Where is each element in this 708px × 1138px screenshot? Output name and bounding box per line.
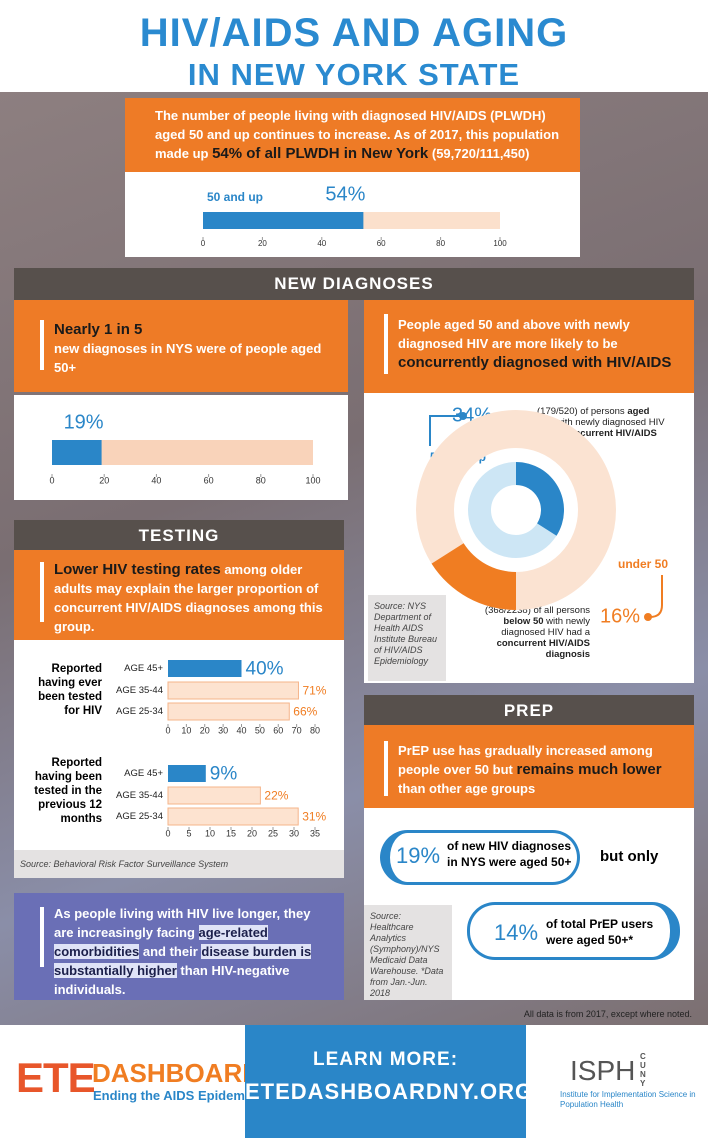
stat-highlight: Lower HIV testing rates <box>54 561 221 578</box>
stat-box: Lower HIV testing rates among older adul… <box>14 550 344 640</box>
group-label: Reported having ever been tested for HIV <box>38 663 102 717</box>
logo-tagline: Ending the AIDS Epidemic <box>93 1088 256 1103</box>
lead: Nearly 1 in 5 <box>54 321 143 338</box>
annotation-text: below 50 <box>503 616 544 627</box>
stat-pill <box>467 902 680 960</box>
stat-value: 19% <box>396 843 441 868</box>
logo-dashboard: DASHBOARD <box>92 1058 261 1088</box>
stat-text: of new HIV diagnoses in NYS were aged 50… <box>447 839 572 869</box>
chart-box <box>125 172 580 257</box>
stat-pill <box>380 830 580 885</box>
logo-isph: ISPH <box>570 1055 636 1086</box>
logo-cuny: CUNY <box>640 1052 646 1088</box>
intro-text: The number of people living with diagnos… <box>155 108 560 161</box>
text: than HIV-negative individuals. <box>54 963 290 997</box>
stat-text: than other age groups <box>398 781 536 796</box>
accent-bar <box>384 314 388 374</box>
header: HIV/AIDS AND AGING IN NEW YORK STATE <box>0 0 708 92</box>
annotation-text: concurrent HIV/AIDS diagnosis <box>496 638 590 660</box>
annotation-text: (368/2238) of all persons <box>484 605 590 616</box>
annotation-text: with newly diagnosed HIV had a <box>501 616 590 638</box>
subtitle: IN NEW YORK STATE <box>187 57 521 92</box>
intro-text: (59,720/111,450) <box>428 146 530 161</box>
source: Source: Behavioral Risk Factor Surveilla… <box>14 850 344 878</box>
text: and their <box>139 944 202 959</box>
source: Source: Healthcare Analytics (Symphony)/… <box>364 905 452 1000</box>
annotation-text: (179/520) of persons <box>537 406 628 417</box>
learn-more-block[interactable]: LEARN MORE: ETEDASHBOARDNY.ORG <box>245 1025 534 1138</box>
section-heading: NEW DIAGNOSES <box>14 268 694 300</box>
chart-box <box>14 395 348 500</box>
isph-name: Institute for Implementation Science in … <box>560 1090 696 1109</box>
logo-ete: ETE <box>16 1054 96 1101</box>
learn-more: LEARN MORE: <box>312 1049 459 1070</box>
text: As people living with HIV live longer, t… <box>54 906 311 940</box>
intro-box: The number of people living with diagnos… <box>125 98 580 172</box>
url[interactable]: ETEDASHBOARDNY.ORG <box>245 1079 534 1104</box>
stat-value: 14% <box>494 920 539 945</box>
stat-text: PrEP use has gradually increased among p… <box>398 743 653 777</box>
connector: but only <box>600 848 659 865</box>
accent-bar <box>40 907 44 967</box>
note: All data is from 2017, except where note… <box>523 1009 692 1019</box>
accent-bar <box>40 562 44 622</box>
accent-bar <box>40 320 44 370</box>
source: Source: NYS Department of Health AIDS In… <box>368 595 446 681</box>
stat-box: People aged 50 and above with newly diag… <box>364 300 694 393</box>
stat-box: PrEP use has gradually increased among p… <box>364 725 694 808</box>
section-heading: TESTING <box>14 520 344 550</box>
stat-text: People aged 50 and above with newly diag… <box>398 317 630 351</box>
stat-text: new diagnoses in NYS were of people aged… <box>54 341 322 375</box>
title: HIV/AIDS AND AGING <box>139 11 569 55</box>
annotation: (179/520) of persons aged 50+ with newly… <box>537 406 667 450</box>
stat-text: of total PrEP users were aged 50+* <box>546 917 654 947</box>
comorbidity-box: As people living with HIV live longer, t… <box>14 893 344 1000</box>
group-label: Reported having been tested in the previ… <box>34 757 102 825</box>
intro-highlight: 54% of all PLWDH in New York <box>212 145 429 162</box>
stat-highlight: remains much lower <box>516 761 662 778</box>
annotation: (368/2238) of all persons below 50 with … <box>478 605 590 660</box>
section-heading: PREP <box>364 695 694 725</box>
stat-highlight: concurrently diagnosed with HIV/AIDS <box>398 354 672 371</box>
stat-text: among older adults may explain the large… <box>54 562 323 634</box>
stat-box: Nearly 1 in 5 new diagnoses in NYS were … <box>14 300 348 392</box>
accent-bar <box>384 741 388 796</box>
